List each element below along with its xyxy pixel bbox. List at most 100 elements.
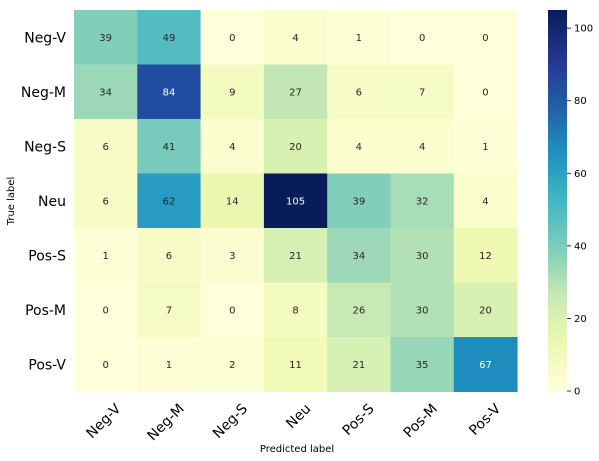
y-tick-label: Pos-M: [25, 303, 66, 319]
heatmap-cell: [263, 119, 328, 174]
heatmap-cell: [390, 228, 455, 283]
heatmap-cell: [74, 119, 138, 174]
heatmap-cell-label: 9: [229, 87, 235, 98]
colorbar-tick-label: 40: [574, 241, 587, 252]
x-axis-tick-labels: Neg-V Neg-M Neg-S Neu Pos-S Pos-M Pos-V: [84, 401, 505, 445]
heatmap-cell-label: 30: [416, 251, 429, 262]
heatmap-cell-label: 6: [166, 251, 172, 262]
heatmap-cell: [327, 337, 391, 392]
heatmap-cell-label: 34: [99, 87, 112, 98]
heatmap-cell-label: 34: [352, 251, 365, 262]
heatmap-cell: [263, 173, 328, 229]
heatmap-cell-label: 49: [163, 33, 176, 44]
heatmap-cell: [327, 228, 391, 283]
heatmap-cell: [74, 282, 138, 338]
heatmap-cell: [137, 228, 202, 283]
heatmap-cell: [263, 337, 328, 392]
colorbar-tick-label: 20: [574, 314, 587, 325]
heatmap-cell-label: 0: [419, 33, 425, 44]
heatmap-cell: [74, 64, 138, 120]
heatmap-cell-label: 84: [163, 87, 176, 98]
heatmap-cell: [137, 64, 202, 120]
heatmap-cell-label: 7: [419, 87, 425, 98]
x-tick-label: Pos-S: [340, 401, 378, 439]
heatmap-cell: [74, 228, 138, 283]
heatmap-cell-label: 1: [356, 33, 362, 44]
heatmap-cell-label: 0: [229, 33, 235, 44]
y-tick-label: Pos-S: [28, 248, 66, 264]
heatmap-cell-labels: 39 49 0 4 1 0 034 84 9 27 6 7 06 41 4 20 4 4 16 62 14 105 39 32…: [99, 33, 492, 371]
heatmap-cell-label: 4: [356, 142, 362, 153]
colorbar-tick-label: 0: [574, 387, 580, 398]
heatmap-cell-label: 20: [289, 142, 302, 153]
heatmap-cell: [453, 173, 518, 229]
heatmap-cell-label: 21: [289, 251, 302, 262]
heatmap-cell: [453, 119, 518, 174]
heatmap-cell: [137, 173, 202, 229]
heatmap-cell-label: 105: [286, 196, 305, 207]
heatmap-cell-label: 0: [229, 305, 235, 316]
colorbar: [548, 10, 567, 391]
heatmap-cell-label: 30: [416, 305, 429, 316]
heatmap-cell-label: 2: [229, 360, 235, 371]
heatmap-cell-label: 6: [356, 87, 362, 98]
x-tick-label: Neu: [283, 401, 314, 432]
heatmap-cell-label: 0: [102, 360, 108, 371]
heatmap-cell-label: 6: [102, 142, 108, 153]
colorbar-tick-label: 80: [574, 96, 587, 107]
heatmap-cell: [453, 10, 518, 65]
heatmap-cell-label: 4: [292, 33, 298, 44]
heatmap-cell: [200, 119, 265, 174]
x-tick-label: Pos-M: [401, 401, 441, 441]
heatmap-cell: [327, 119, 391, 174]
y-axis-title: True label: [6, 177, 17, 227]
heatmap-cell: [390, 10, 455, 65]
heatmap-cell-label: 21: [352, 360, 365, 371]
heatmap-cell: [137, 119, 202, 174]
heatmap-cell: [137, 10, 202, 65]
heatmap-cell: [200, 10, 265, 65]
heatmap-cells: [74, 10, 518, 392]
heatmap-cell: [453, 64, 518, 120]
colorbar-ticks: 0 20 40 60 80 100: [567, 24, 593, 398]
heatmap-cell-label: 32: [416, 196, 429, 207]
heatmap-cell: [263, 64, 328, 120]
heatmap-cell: [74, 173, 138, 229]
heatmap-cell: [390, 282, 455, 338]
heatmap-cell-label: 26: [352, 305, 365, 316]
heatmap-cell: [453, 282, 518, 338]
heatmap-cell-label: 20: [479, 305, 492, 316]
heatmap-cell-label: 4: [482, 196, 488, 207]
colorbar-tick-label: 100: [574, 24, 593, 35]
heatmap-cell-label: 4: [419, 142, 425, 153]
x-tick-label: Neg-S: [210, 401, 251, 442]
heatmap-cell: [390, 119, 455, 174]
heatmap-cell: [327, 64, 391, 120]
heatmap-cell: [453, 337, 518, 392]
heatmap-cell-label: 14: [226, 196, 239, 207]
y-tick-label: Pos-V: [28, 357, 66, 373]
x-tick-label: Pos-V: [466, 401, 504, 439]
heatmap-cell-label: 62: [163, 196, 176, 207]
heatmap-cell-label: 3: [229, 251, 235, 262]
heatmap-cell-label: 1: [166, 360, 172, 371]
heatmap-cell: [200, 282, 265, 338]
x-tick-label: Neg-V: [84, 401, 125, 442]
y-tick-label: Neg-M: [21, 85, 66, 101]
x-axis-title: Predicted label: [260, 444, 334, 455]
heatmap-cell-label: 1: [102, 251, 108, 262]
heatmap-cell: [263, 282, 328, 338]
heatmap-cell: [390, 337, 455, 392]
heatmap-cell: [327, 10, 391, 65]
heatmap-cell: [327, 173, 391, 229]
y-axis-tick-labels: Neg-V Neg-M Neg-S Neu Pos-S Pos-M Pos-V: [21, 30, 67, 373]
y-tick-label: Neg-V: [24, 30, 66, 46]
heatmap-cell-label: 0: [482, 33, 488, 44]
heatmap-cell-label: 41: [163, 142, 176, 153]
heatmap-cell-label: 39: [352, 196, 365, 207]
heatmap-cell-label: 6: [102, 196, 108, 207]
colorbar-tick-label: 60: [574, 169, 587, 180]
heatmap-cell: [74, 10, 138, 65]
heatmap-cell: [74, 337, 138, 392]
